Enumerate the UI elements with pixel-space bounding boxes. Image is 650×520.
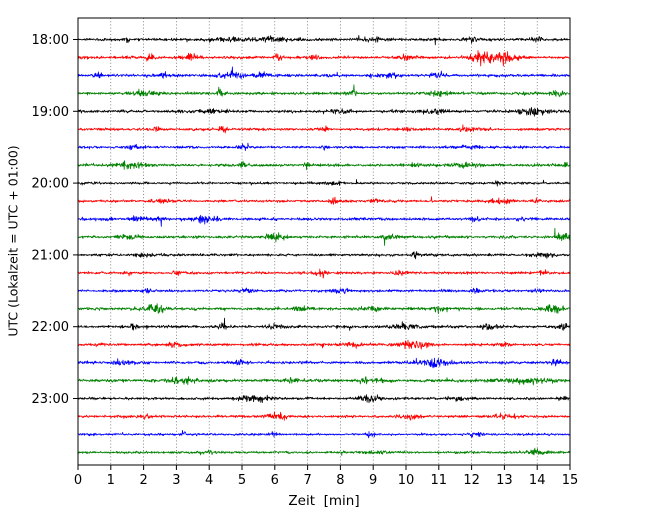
- seismogram-trace: [77, 447, 571, 456]
- seismogram-trace: [77, 251, 570, 260]
- seismogram-trace: [77, 303, 571, 315]
- x-tick-label: 5: [238, 473, 246, 488]
- seismogram-trace: [77, 339, 571, 350]
- x-tick-label: 8: [336, 473, 344, 488]
- seismogram-trace: [77, 35, 571, 46]
- seismogram-trace: [77, 66, 571, 80]
- x-tick-label: 15: [562, 473, 579, 488]
- seismogram-trace: [77, 287, 571, 295]
- y-tick-label: 18:00: [32, 33, 69, 48]
- y-tick-label: 23:00: [32, 392, 69, 407]
- y-tick-label: 22:00: [32, 320, 69, 335]
- x-tick-label: 0: [74, 473, 82, 488]
- seismogram-trace: [77, 50, 570, 67]
- seismogram-trace: [77, 227, 571, 246]
- y-tick-label: 19:00: [32, 105, 69, 120]
- x-tick-label: 9: [369, 473, 377, 488]
- seismogram-trace: [77, 411, 571, 421]
- plot-border: [77, 17, 571, 466]
- x-tick-label: 3: [172, 473, 180, 488]
- x-tick-label: 1: [107, 473, 115, 488]
- seismogram-trace: [77, 429, 571, 439]
- x-tick-label: 6: [271, 473, 279, 488]
- seismogram-trace: [77, 268, 571, 279]
- x-tick-label: 13: [496, 473, 513, 488]
- y-axis-label: UTC (Lokalzeit = UTC + 01:00): [5, 145, 21, 337]
- seismogram-trace: [77, 196, 571, 205]
- seismogram-trace: [77, 84, 571, 98]
- seismogram-trace: [77, 179, 571, 187]
- x-tick-label: 12: [463, 473, 480, 488]
- y-tick-label: 21:00: [32, 248, 69, 263]
- x-tick-label: 10: [398, 473, 415, 488]
- seismogram-trace: [77, 317, 571, 331]
- seismogram-trace: [77, 214, 571, 227]
- seismogram-trace: [77, 124, 571, 134]
- seismogram-trace: [77, 160, 571, 171]
- x-tick-label: 4: [205, 473, 213, 488]
- seismogram-trace: [77, 142, 571, 152]
- y-tick-label: 20:00: [32, 177, 69, 192]
- seismogram-trace: [77, 376, 571, 386]
- x-axis-label: Zeit [min]: [288, 493, 360, 509]
- x-tick-label: 7: [303, 473, 311, 488]
- seismogram-trace: [77, 394, 571, 404]
- x-tick-label: 2: [139, 473, 147, 488]
- x-tick-label: 11: [431, 473, 448, 488]
- seismogram-trace: [77, 357, 571, 369]
- x-tick-label: 14: [529, 473, 546, 488]
- seismogram-trace: [77, 107, 571, 117]
